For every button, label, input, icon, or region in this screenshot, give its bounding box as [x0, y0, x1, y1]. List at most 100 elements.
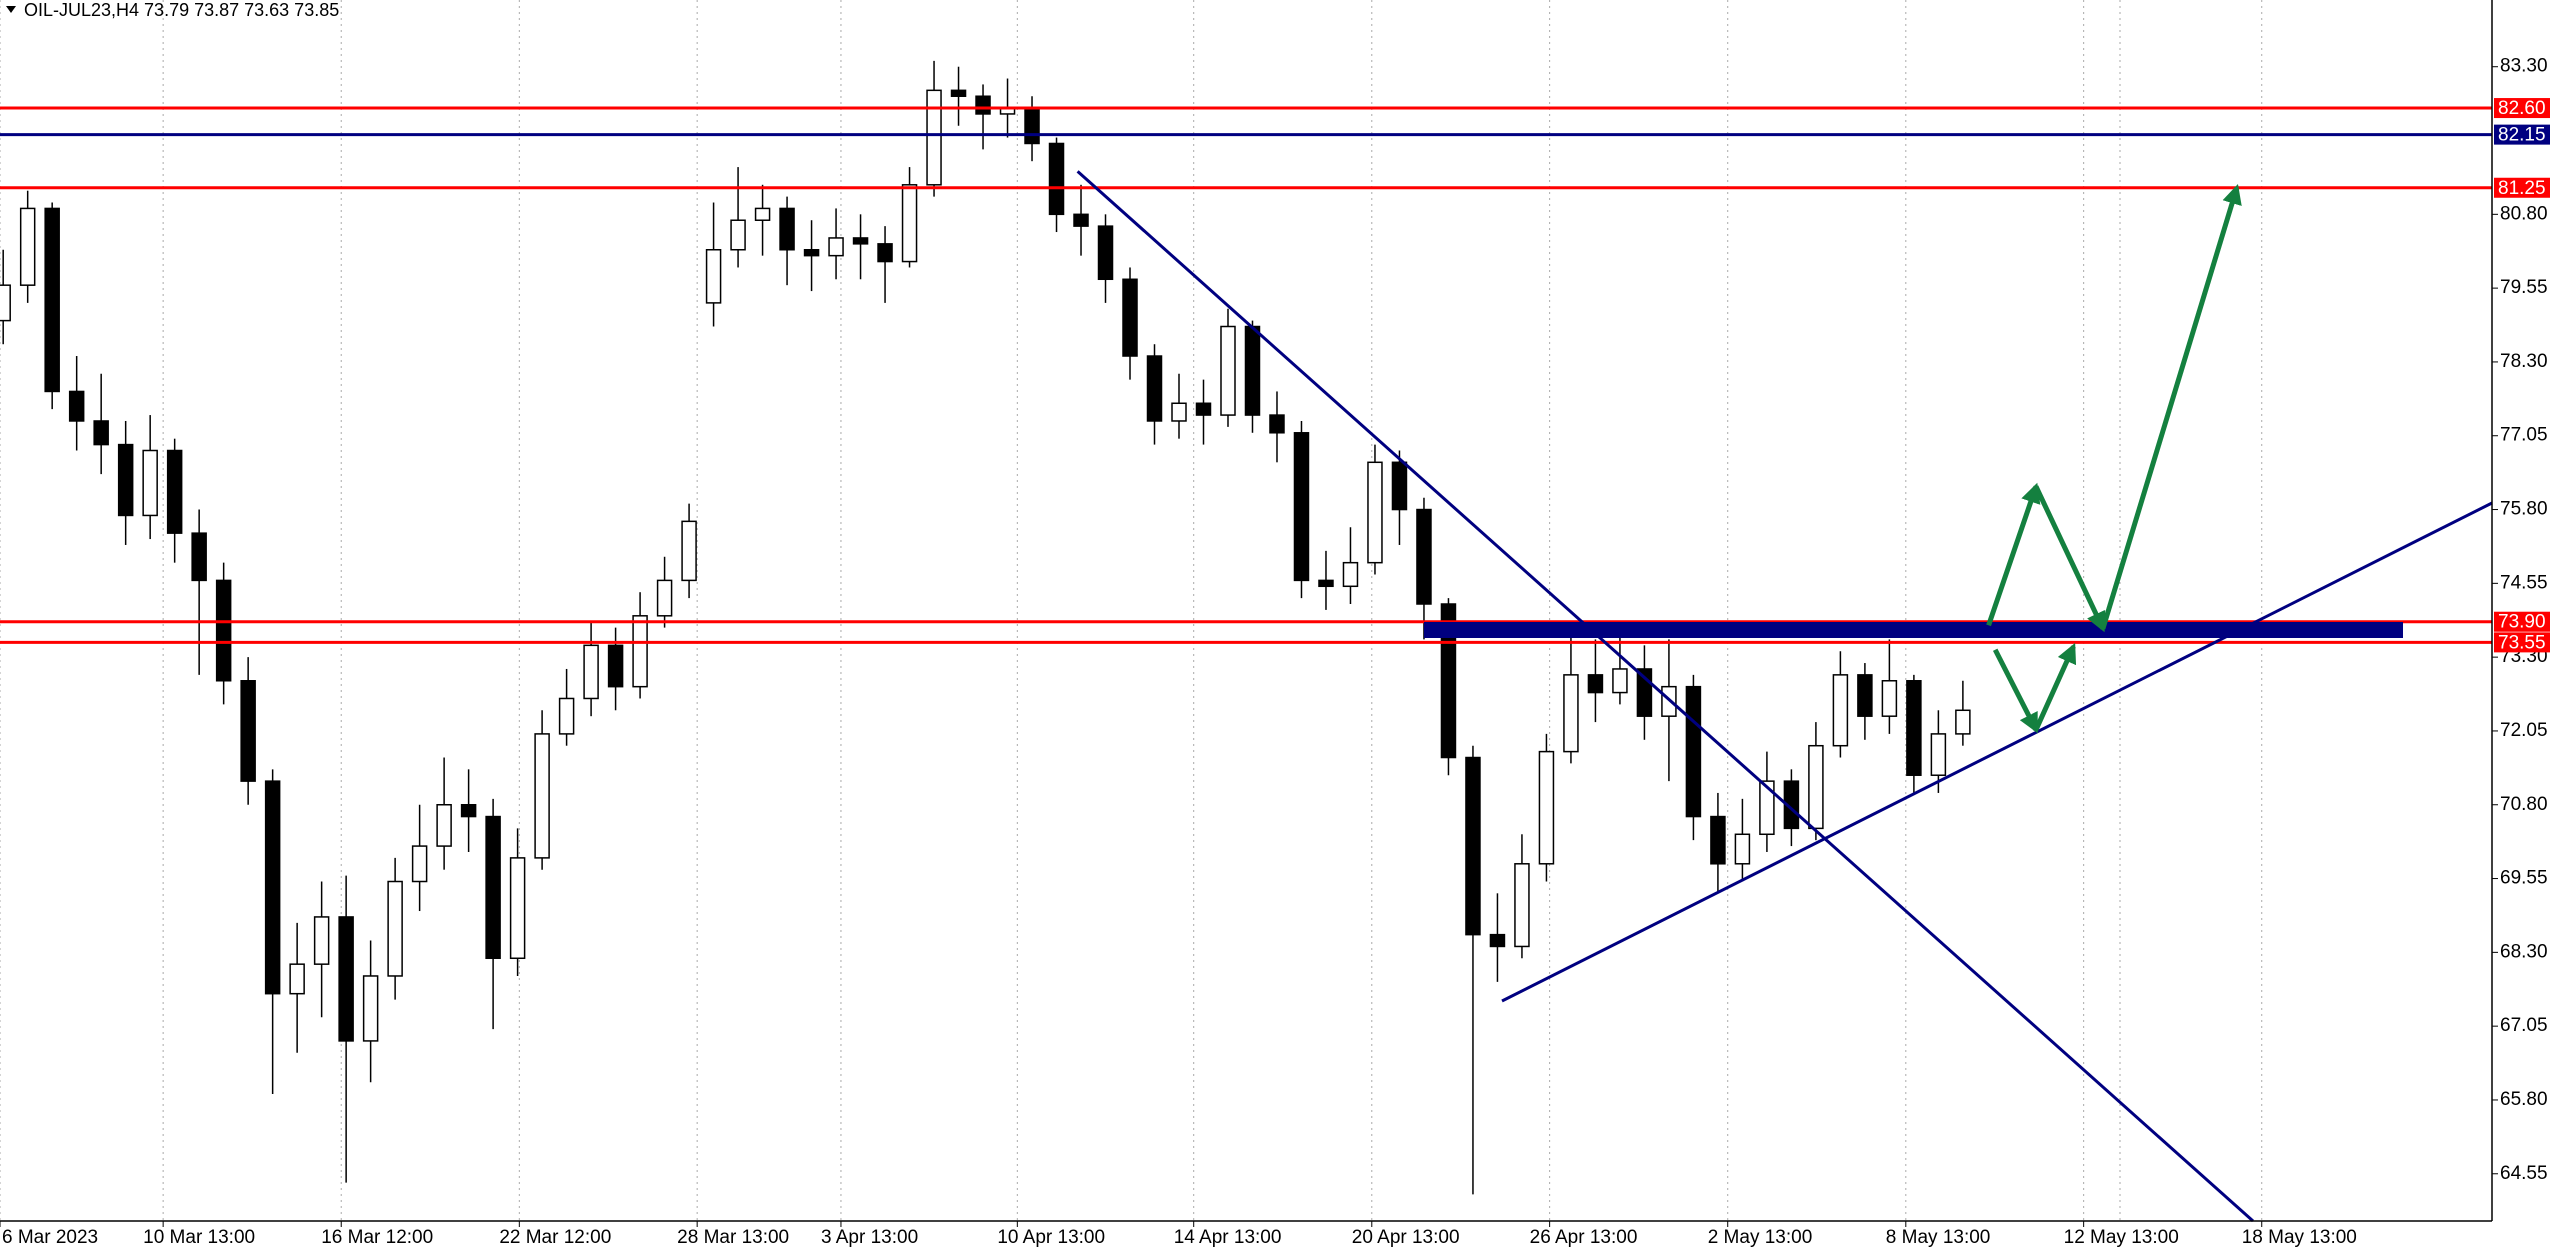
candle-body	[681, 520, 697, 582]
y-tick-label: 72.05	[2500, 720, 2548, 741]
candle-body	[1514, 863, 1530, 948]
candle-body	[264, 780, 281, 995]
menu-icon	[6, 6, 16, 13]
candle-body	[215, 579, 232, 682]
candle-body	[975, 95, 991, 115]
candle-body	[1930, 733, 1947, 776]
candle-body	[1685, 685, 1702, 818]
candle-body	[1293, 432, 1310, 582]
candle-body	[1808, 744, 1824, 830]
level-label: 82.60	[2498, 98, 2546, 119]
y-tick-label: 65.80	[2500, 1089, 2548, 1110]
candle-body	[754, 207, 771, 221]
level-label-box	[2494, 611, 2550, 632]
candle-body	[730, 219, 746, 251]
candle-body	[1832, 674, 1849, 747]
chart-title: OIL-JUL23,H4 73.79 73.87 73.63 73.85	[24, 0, 339, 20]
level-label-box	[2494, 124, 2550, 145]
candle-body	[289, 963, 305, 995]
x-tick-label: 22 Mar 12:00	[499, 1227, 611, 1248]
candle-body	[1048, 142, 1065, 216]
y-tick-label: 74.55	[2500, 572, 2548, 593]
candle-body	[877, 243, 893, 263]
candle-body	[1416, 508, 1432, 605]
candle-body	[240, 680, 256, 782]
x-tick-label: 18 May 13:00	[2242, 1227, 2357, 1248]
candle-body	[1097, 225, 1114, 281]
candle-body	[828, 237, 844, 257]
candle-body	[852, 237, 869, 245]
y-tick-label: 70.80	[2500, 794, 2548, 815]
candle-body	[485, 815, 501, 960]
y-tick-label: 64.55	[2500, 1163, 2548, 1184]
candle-body	[142, 449, 158, 517]
candle-body	[1073, 213, 1089, 227]
level-label: 73.55	[2498, 632, 2546, 653]
candle-body	[1269, 414, 1285, 434]
candle-body	[117, 443, 134, 517]
level-label-box	[2494, 632, 2550, 653]
x-tick-label: 10 Apr 13:00	[997, 1227, 1105, 1248]
candle-body	[779, 207, 795, 251]
candle-body	[1563, 674, 1579, 753]
arrow	[2033, 642, 2077, 731]
x-tick-label: 28 Mar 13:00	[677, 1227, 789, 1248]
candle-body	[1195, 402, 1212, 416]
y-tick-label: 67.05	[2500, 1015, 2548, 1036]
candle-body	[44, 207, 60, 393]
level-label: 82.15	[2498, 125, 2546, 146]
trendline	[1501, 501, 2493, 1003]
x-tick-label: 2 May 13:00	[1708, 1227, 1813, 1248]
plot	[0, 60, 2492, 1195]
level-label-box	[2494, 98, 2550, 119]
candle-body	[901, 184, 918, 263]
candle-body	[1391, 461, 1408, 511]
candle-body	[68, 390, 85, 422]
x-tick-label: 16 Mar 12:00	[321, 1227, 433, 1248]
candle-body	[1587, 674, 1604, 694]
candle-body	[1244, 325, 1261, 416]
candle-body	[1857, 674, 1873, 717]
candle-body	[607, 644, 624, 688]
y-tick-label: 83.30	[2500, 56, 2548, 77]
x-tick-label: 6 Mar 2023	[2, 1227, 98, 1248]
candle-body	[1024, 107, 1040, 145]
candle-body	[656, 579, 673, 617]
candle-body	[1906, 680, 1922, 776]
candle-body	[926, 89, 942, 186]
y-tick-label: 79.55	[2500, 277, 2548, 298]
arrow	[2100, 183, 2242, 630]
candle-body	[1489, 933, 1506, 948]
x-tick-label: 14 Apr 13:00	[1174, 1227, 1282, 1248]
y-tick-label: 75.80	[2500, 499, 2548, 520]
candle-body	[362, 975, 379, 1042]
candle-body	[338, 916, 354, 1042]
trendline	[1076, 170, 2254, 1223]
candle-body	[1122, 278, 1138, 357]
x-tick-label: 3 Apr 13:00	[821, 1227, 918, 1248]
candle-body	[93, 420, 109, 446]
candle-body	[1146, 355, 1163, 422]
arrow	[1992, 648, 2039, 734]
x-tick-label: 8 May 13:00	[1886, 1227, 1991, 1248]
level-label: 81.25	[2498, 178, 2546, 199]
candle-body	[705, 249, 722, 304]
zone	[1424, 622, 2403, 638]
y-tick-label: 78.30	[2500, 351, 2548, 372]
candle-body	[1783, 780, 1800, 830]
y-tick-label: 68.30	[2500, 941, 2548, 962]
candle-body	[0, 284, 11, 322]
x-tick-label: 20 Apr 13:00	[1352, 1227, 1460, 1248]
candle-body	[583, 644, 599, 700]
candle-body	[1538, 750, 1555, 865]
candle-body	[1881, 680, 1898, 717]
level-label-box	[2494, 177, 2550, 198]
candle-body	[1318, 579, 1334, 588]
candle-body	[460, 804, 477, 818]
y-tick-label: 77.05	[2500, 425, 2548, 446]
candle-body	[1171, 402, 1187, 422]
candle-body	[191, 532, 207, 582]
candle-body	[1759, 780, 1775, 836]
candle-body	[19, 207, 36, 286]
